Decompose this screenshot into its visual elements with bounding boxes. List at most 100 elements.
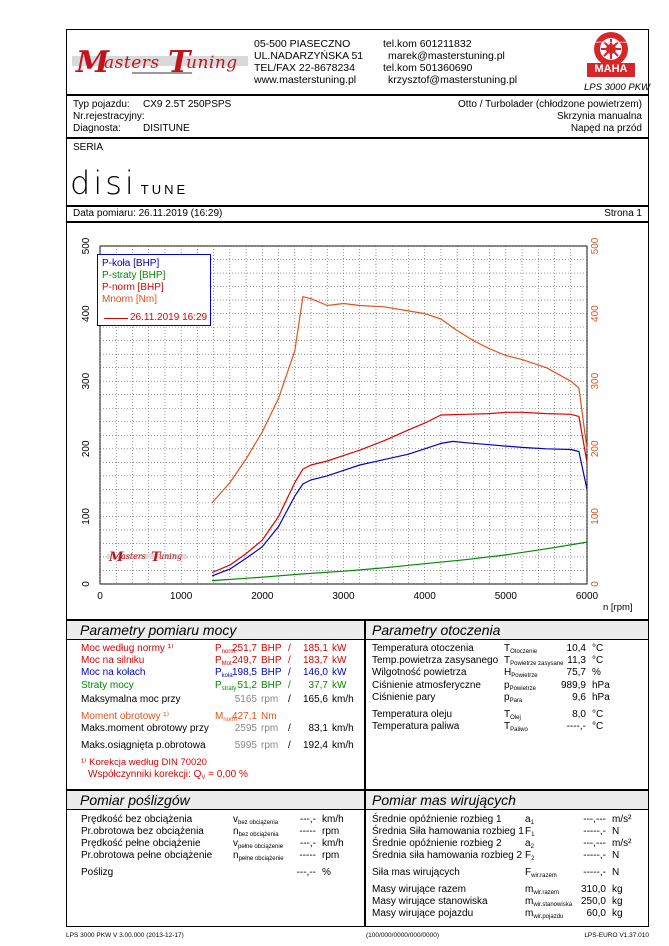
env-row-value: ----,- <box>566 721 586 732</box>
env-row-symbol-letter: T <box>504 643 511 654</box>
mass-row-unit: m/s² <box>612 838 632 849</box>
slip-row-symbol: npełne obciążenie <box>233 850 284 862</box>
chart-legend <box>97 254 211 326</box>
env-row-symbol-letter: p <box>504 680 510 691</box>
max-power-sep: / <box>288 694 291 705</box>
moc-row-label: Moc na kołach <box>81 667 146 678</box>
moc-row-label: Straty mocy <box>81 680 134 691</box>
moc-row-value-kw: 185,1 <box>302 643 328 654</box>
env-row-symbol-sub: Para <box>509 698 523 704</box>
chart-watermark-logo: M asters T uning <box>107 547 187 565</box>
env-row-label: Temp.powietrza zasysanego <box>372 655 499 666</box>
disitune-logo-suffix: TUNE <box>140 182 189 197</box>
moc-row-symbol: PMot <box>215 655 232 667</box>
contact1-phone: tel.kom 601211832 <box>383 38 472 50</box>
mass-row-symbol: a2 <box>525 838 534 850</box>
svg-text:T: T <box>168 45 193 80</box>
env-row-value: 989,9 <box>560 680 586 691</box>
contact1-email[interactable]: marek@masterstuning.pl <box>388 50 505 62</box>
env-row-symbol-letter: H <box>504 667 512 678</box>
env-row-label: Temperatura paliwa <box>372 721 460 732</box>
mass-row-symbol: F2 <box>525 850 534 862</box>
x-axis-label: n [rpm] <box>603 602 633 613</box>
y-tick-label-right: 500 <box>590 237 601 254</box>
legend-run-date: 26.11.2019 16:29 <box>130 312 208 323</box>
env-row-symbol-letter: p <box>504 692 510 703</box>
website-link[interactable]: www.masterstuning.pl <box>254 74 357 86</box>
masy-title-bar <box>366 791 648 810</box>
env-row-symbol: pPowietrze <box>504 680 536 692</box>
registration-label: Nr.rejestracyjny: <box>73 111 145 122</box>
mass-row-label: Średnia siła hamowania rozbieg 2 <box>372 850 523 861</box>
y-tick-label-left: 300 <box>81 372 92 389</box>
contact2-phone: tel.kom 501360690 <box>383 62 473 74</box>
torque-symbol-letter: M <box>215 711 224 722</box>
mass-row-value: 60,0 <box>586 908 606 919</box>
mass-row-label: Masy wirujące pojazdu <box>372 908 474 919</box>
mass-row-value: 310,0 <box>580 884 606 895</box>
mass-row-label: Średnia Siła hamowania rozbieg 1 <box>372 826 524 837</box>
slip-row-label: Poślizg <box>81 867 114 878</box>
mass-row-symbol-sub: wir.razem <box>531 873 557 879</box>
y-tick-label-right: 100 <box>590 508 601 525</box>
mass-row-value: -----,- <box>583 867 606 878</box>
env-row-value: 11,3 <box>567 655 586 666</box>
env-row-symbol-letter: T <box>504 709 511 720</box>
y-tick-label-right: 200 <box>590 440 601 457</box>
mass-row-symbol: F1 <box>525 826 534 838</box>
env-row-label: Temperatura otoczenia <box>372 643 474 654</box>
contact2-email[interactable]: krzysztof@masterstuning.pl <box>388 74 518 86</box>
mass-row-symbol-letter: m <box>525 896 534 907</box>
mass-row-value: 250,0 <box>580 896 606 907</box>
x-tick-label: 4000 <box>414 591 437 602</box>
max-power-speed-unit: km/h <box>332 694 354 705</box>
moc-row-sep: / <box>288 667 291 678</box>
poslizgi-box <box>66 790 365 927</box>
legend-run-line <box>104 318 128 319</box>
poslizgi-title: Pomiar poślizgów <box>80 792 190 808</box>
max-rpm-label: Maks.osiągnięta p.obrotowa <box>81 740 206 751</box>
env-row-value: 9,6 <box>572 692 586 703</box>
mass-row-symbol: Fwir.razem <box>525 867 557 879</box>
moc-row-value-kw: 183,7 <box>302 655 328 666</box>
mass-row-value: -----,- <box>583 826 606 837</box>
moc-row-sep: / <box>288 643 291 654</box>
seria-label: SERIA <box>73 142 104 153</box>
footer-codes: (100/000/0000/000/0000) <box>366 932 440 939</box>
mass-row-unit: N <box>612 826 620 837</box>
slip-row-value: ----- <box>299 850 316 861</box>
maha-wordmark: MAHA <box>594 63 628 75</box>
diagnostician-label: Diagnosta: <box>73 123 121 134</box>
mass-row-unit: N <box>612 867 620 878</box>
legend-p-straty: P-straty [BHP] <box>102 270 166 281</box>
svg-text:uning: uning <box>186 53 238 73</box>
gearbox-type: Skrzynia manualna <box>556 111 642 122</box>
telfax: TEL/FAX 22-8678234 <box>254 62 355 74</box>
slip-row-symbol-letter: v <box>233 814 238 825</box>
mass-row-label: Siła mas wirujących <box>372 867 460 878</box>
moc-row-symbol-sub: norm <box>221 649 236 655</box>
env-row-symbol: pPara <box>504 692 522 704</box>
env-row-symbol-sub: Olej <box>510 715 521 721</box>
legend-p-norm: P-norm [BHP] <box>102 282 164 293</box>
page-number: Strona 1 <box>604 208 642 219</box>
max-power-rpm: 5165 <box>234 694 257 705</box>
env-row-unit: °C <box>592 721 604 732</box>
env-row-label: Temperatura oleju <box>372 709 453 720</box>
max-torque-sep: / <box>288 723 291 734</box>
max-rpm-sep: / <box>288 740 291 751</box>
slip-row-label: Pr.obrotowa bez obciążenia <box>81 826 204 837</box>
slip-row-symbol-sub: pełne obciążenie <box>238 856 284 862</box>
mass-row-symbol-letter: F <box>525 867 532 878</box>
moc-row-label: Moc na silniku <box>81 655 145 666</box>
slip-row-unit: rpm <box>322 826 340 837</box>
moc-row-unit-bhp: BHP <box>261 667 282 678</box>
moc-row-value-kw: 146,0 <box>302 667 328 678</box>
moc-row-unit-bhp: BHP <box>261 680 282 691</box>
env-row-label: Ciśnienie pary <box>372 692 436 703</box>
mass-row-unit: kg <box>612 896 623 907</box>
mass-row-symbol: a1 <box>525 814 534 826</box>
mass-row-value: -----,- <box>583 850 606 861</box>
env-row-unit: °C <box>592 643 604 654</box>
x-tick-label: 3000 <box>332 591 355 602</box>
